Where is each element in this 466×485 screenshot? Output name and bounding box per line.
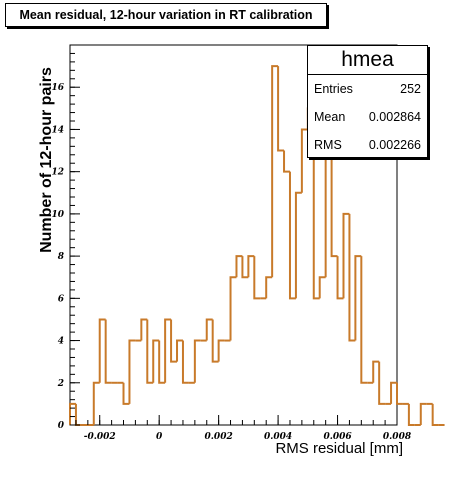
y-tick-label: 16 bbox=[51, 83, 64, 93]
histogram-bin bbox=[146, 319, 154, 384]
stats-row-entries: Entries 252 bbox=[308, 75, 427, 103]
y-tick-label: 12 bbox=[51, 168, 64, 178]
histogram-bin bbox=[283, 150, 290, 173]
y-tick-label: 2 bbox=[57, 379, 64, 389]
histogram-bin bbox=[354, 255, 362, 341]
y-tick-label: 0 bbox=[58, 421, 65, 431]
histogram-bin bbox=[342, 212, 350, 299]
histogram-bin bbox=[300, 128, 308, 193]
y-axis-label: Number of 12-hour pairs bbox=[38, 67, 55, 253]
histogram-bin bbox=[241, 256, 249, 279]
histogram-bin bbox=[229, 276, 237, 341]
histogram-bin bbox=[164, 318, 172, 383]
histogram-bin bbox=[181, 340, 189, 384]
histogram-bin bbox=[378, 361, 386, 405]
histogram-bin bbox=[74, 403, 82, 426]
histogram-bin bbox=[247, 255, 255, 278]
x-tick-label: 0.004 bbox=[264, 432, 292, 442]
histogram-bin bbox=[69, 402, 76, 425]
histogram-bin bbox=[372, 360, 380, 383]
y-tick-label: 10 bbox=[51, 210, 64, 220]
chart-title: Mean residual, 12-hour variation in RT c… bbox=[5, 3, 327, 27]
stats-mean-label: Mean bbox=[314, 110, 346, 124]
histogram-bin bbox=[176, 339, 183, 362]
histogram-bin bbox=[360, 256, 368, 384]
histogram-bin bbox=[271, 65, 279, 278]
stats-rms-value: 0.002266 bbox=[368, 138, 421, 152]
stats-row-mean: Mean 0.002864 bbox=[308, 103, 427, 131]
histogram-bin bbox=[217, 339, 225, 362]
histogram-bin bbox=[92, 381, 100, 425]
histogram-bin bbox=[158, 340, 166, 384]
stats-rms-label: RMS bbox=[314, 138, 342, 152]
histogram-bin bbox=[312, 108, 320, 300]
histogram-bin bbox=[390, 381, 397, 404]
histogram-bin bbox=[140, 318, 148, 341]
y-tick-label: 6 bbox=[58, 294, 65, 304]
histogram-bin bbox=[193, 339, 201, 383]
histogram-bin bbox=[170, 319, 178, 363]
histogram-bin bbox=[98, 318, 106, 383]
histogram-bin bbox=[348, 213, 356, 342]
x-tick-label: 0 bbox=[156, 432, 163, 442]
y-tick-label: 8 bbox=[58, 252, 65, 262]
histogram-bin bbox=[288, 171, 296, 300]
histogram-bin bbox=[211, 319, 219, 363]
plot-frame bbox=[69, 44, 398, 426]
histogram-bin bbox=[205, 318, 213, 341]
stats-histogram-name: hmea bbox=[308, 46, 427, 75]
y-tick-label: 4 bbox=[58, 337, 64, 347]
x-tick-label: 0.008 bbox=[383, 432, 412, 442]
stats-box: hmea Entries 252 Mean 0.002864 RMS 0.002… bbox=[307, 45, 428, 158]
stats-mean-value: 0.002864 bbox=[368, 110, 421, 124]
x-axis-label: RMS residual [mm] bbox=[275, 440, 403, 457]
histogram-bin bbox=[152, 339, 160, 383]
x-tick-label: 0.002 bbox=[205, 432, 233, 442]
x-tick-label: 0.006 bbox=[323, 432, 352, 442]
stats-entries-value: 252 bbox=[400, 82, 421, 96]
histogram-bin bbox=[253, 256, 261, 300]
x-tick-label: -0.002 bbox=[84, 432, 116, 442]
histogram-bin bbox=[431, 403, 439, 426]
histogram-bin bbox=[104, 319, 112, 384]
y-tick-label: 14 bbox=[51, 125, 64, 135]
histogram-bin bbox=[407, 403, 415, 426]
histogram-bin bbox=[396, 382, 403, 405]
stats-entries-label: Entries bbox=[314, 82, 353, 96]
histogram-bin bbox=[419, 402, 427, 425]
histogram-bin bbox=[235, 255, 243, 278]
histogram-bin bbox=[294, 191, 302, 299]
histogram-bin bbox=[336, 256, 344, 300]
histogram-bin bbox=[265, 276, 273, 299]
histogram-bin bbox=[318, 276, 326, 299]
histogram-bin bbox=[277, 66, 285, 152]
stats-row-rms: RMS 0.002266 bbox=[308, 131, 427, 159]
histogram-bin bbox=[122, 382, 130, 405]
histogram-bin bbox=[128, 339, 136, 404]
